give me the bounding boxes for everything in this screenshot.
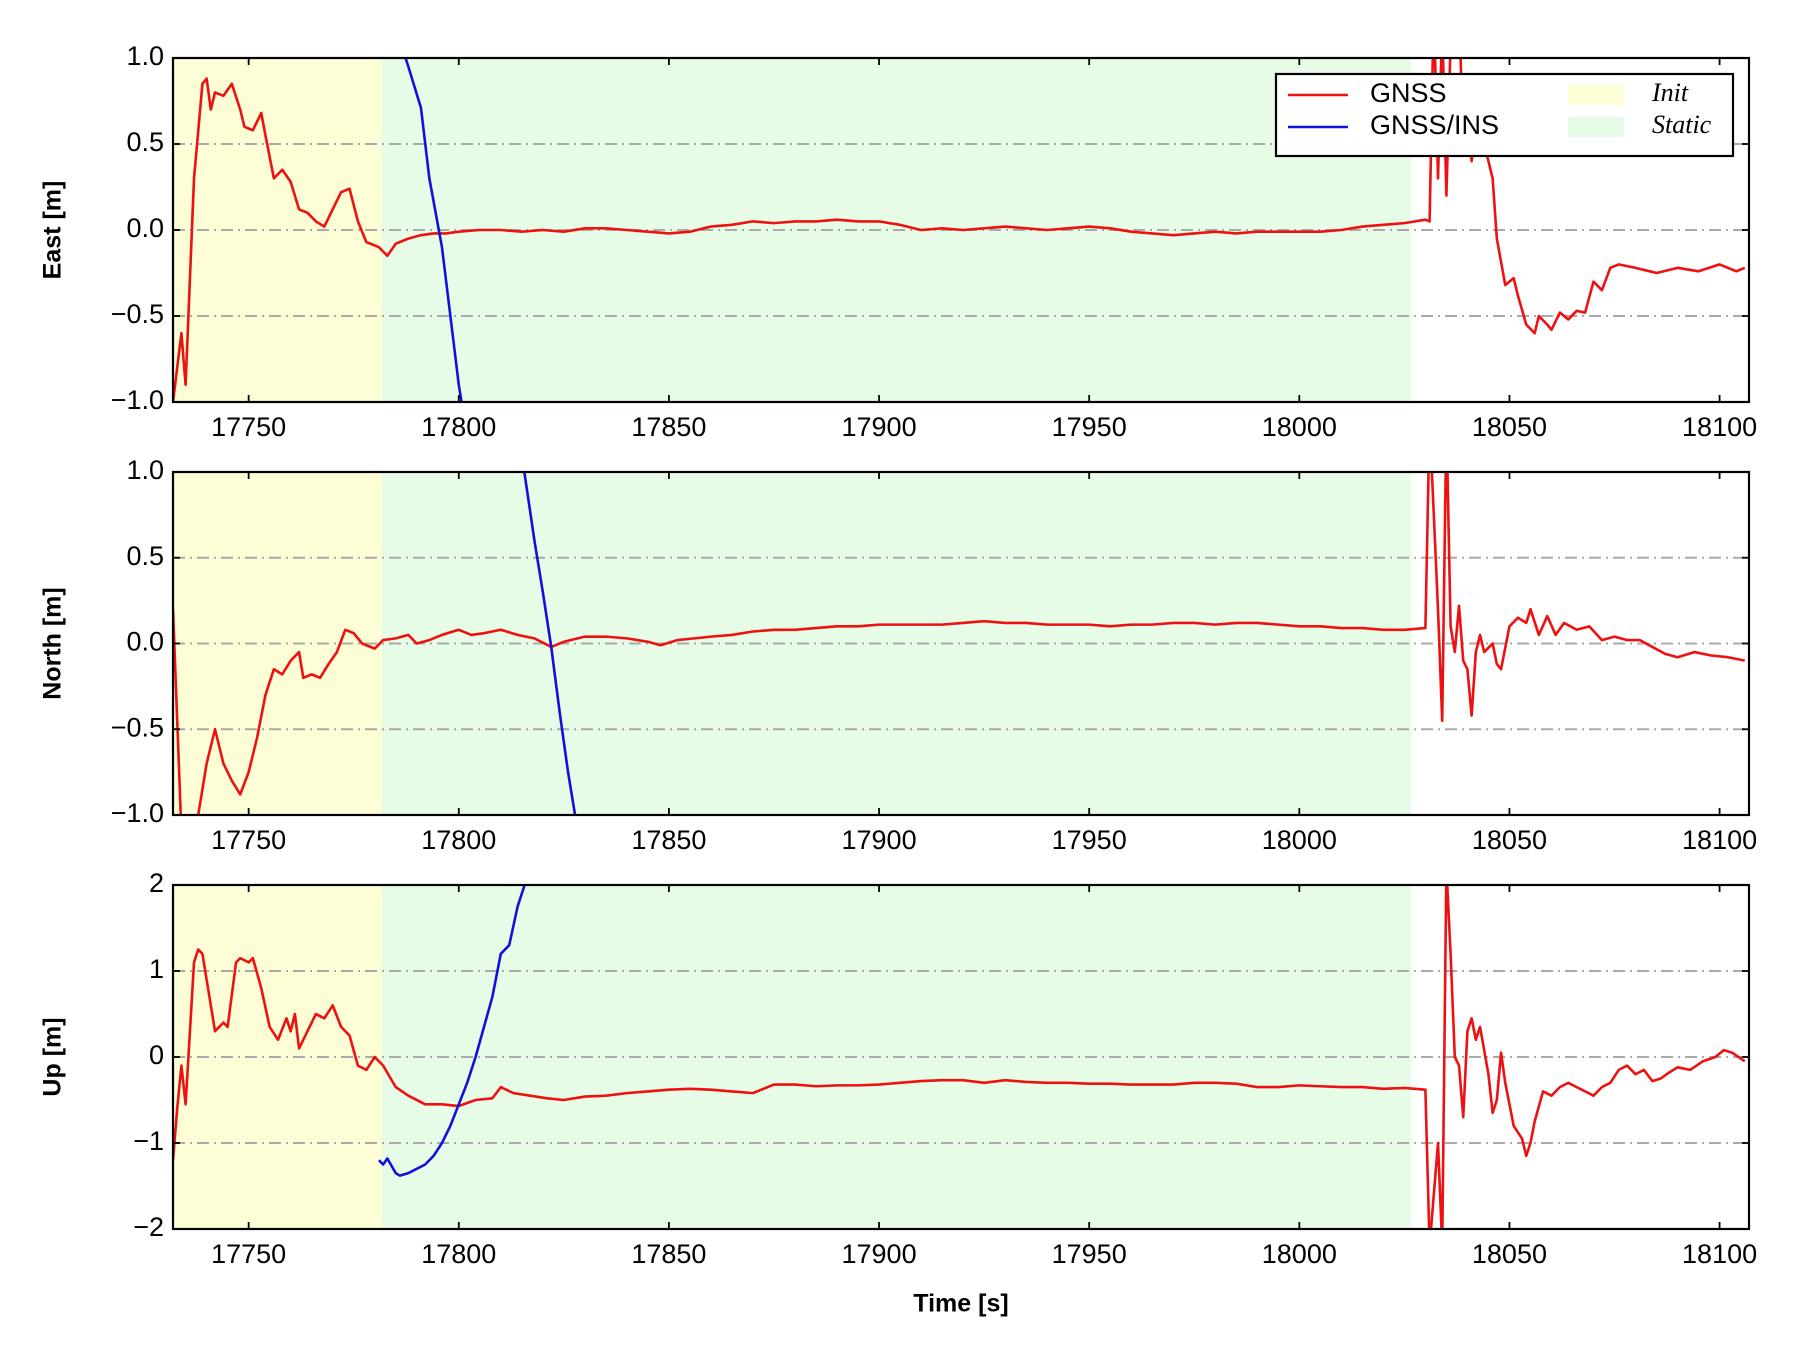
x-tick-label: 17750 (211, 1239, 286, 1269)
y-tick-label: 0.5 (126, 127, 164, 157)
plot-area (173, 472, 1749, 815)
y-tick-label: 0 (149, 1040, 164, 1070)
x-tick-label: 18000 (1262, 1239, 1337, 1269)
y-tick-label: −1 (133, 1126, 164, 1156)
x-tick-label: 17800 (421, 1239, 496, 1269)
y-tick-label: 0.0 (126, 627, 164, 657)
x-tick-label: 17950 (1052, 825, 1127, 855)
y-tick-label: −0.5 (111, 299, 164, 329)
y-tick-label: −1.0 (111, 798, 164, 828)
y-tick-label: 2 (149, 868, 164, 898)
subplot: −1.0 −0.5 0.0 0.5 1.0 17750 17800 17850 17900 179… (39, 41, 1758, 442)
subplot: −2 −1 0 1 2 17750 17800 17850 17900 17950 18000 180… (39, 868, 1758, 1318)
y-axis-title: North [m] (39, 587, 67, 699)
legend-box (1274, 72, 1735, 158)
x-axis-title: Time [s] (913, 1290, 1008, 1318)
y-tick-label: 1.0 (126, 41, 164, 71)
x-tick-label: 18000 (1262, 412, 1337, 442)
y-tick-label: −0.5 (111, 712, 164, 742)
x-tick-label: 18000 (1262, 825, 1337, 855)
subplot: −1.0 −0.5 0.0 0.5 1.0 17750 17800 17850 17900 179… (39, 455, 1758, 855)
data-line (173, 58, 1746, 402)
x-tick-label: 17950 (1052, 412, 1127, 442)
x-tick-label: 18050 (1472, 825, 1547, 855)
legend-label: Static (1652, 110, 1712, 139)
plot-area (173, 885, 1749, 1229)
x-tick-label: 17850 (631, 412, 706, 442)
y-tick-label: 0.0 (126, 213, 164, 243)
x-tick-label: 17800 (421, 412, 496, 442)
x-tick-label: 17950 (1052, 1239, 1127, 1269)
legend-label: GNSS/INS (1370, 110, 1499, 140)
x-tick-label: 17850 (631, 825, 706, 855)
y-tick-label: 0.5 (126, 541, 164, 571)
x-tick-label: 17900 (842, 412, 917, 442)
data-line (173, 472, 1746, 815)
x-tick-label: 17850 (631, 1239, 706, 1269)
data-line (378, 885, 526, 1177)
legend-swatch (1568, 117, 1624, 137)
y-axis-title: East [m] (39, 181, 67, 280)
x-tick-label: 18100 (1682, 825, 1757, 855)
x-tick-label: 18100 (1682, 1239, 1757, 1269)
x-tick-label: 17800 (421, 825, 496, 855)
x-tick-label: 17750 (211, 412, 286, 442)
legend-swatch (1568, 85, 1624, 105)
data-line (523, 472, 577, 815)
y-tick-label: 1 (149, 954, 164, 984)
y-axis-title: Up [m] (39, 1017, 67, 1096)
x-tick-label: 18100 (1682, 412, 1757, 442)
data-line (404, 58, 463, 402)
x-tick-label: 17900 (842, 1239, 917, 1269)
x-tick-label: 17750 (211, 825, 286, 855)
x-tick-label: 18050 (1472, 412, 1547, 442)
y-tick-label: −2 (133, 1212, 164, 1242)
y-tick-label: −1.0 (111, 385, 164, 415)
x-tick-label: 17900 (842, 825, 917, 855)
legend-label: GNSS (1370, 78, 1447, 108)
y-tick-label: 1.0 (126, 455, 164, 485)
legend-label: Init (1651, 78, 1689, 107)
data-line (173, 885, 1746, 1229)
x-tick-label: 18050 (1472, 1239, 1547, 1269)
plot-area (173, 58, 1749, 402)
